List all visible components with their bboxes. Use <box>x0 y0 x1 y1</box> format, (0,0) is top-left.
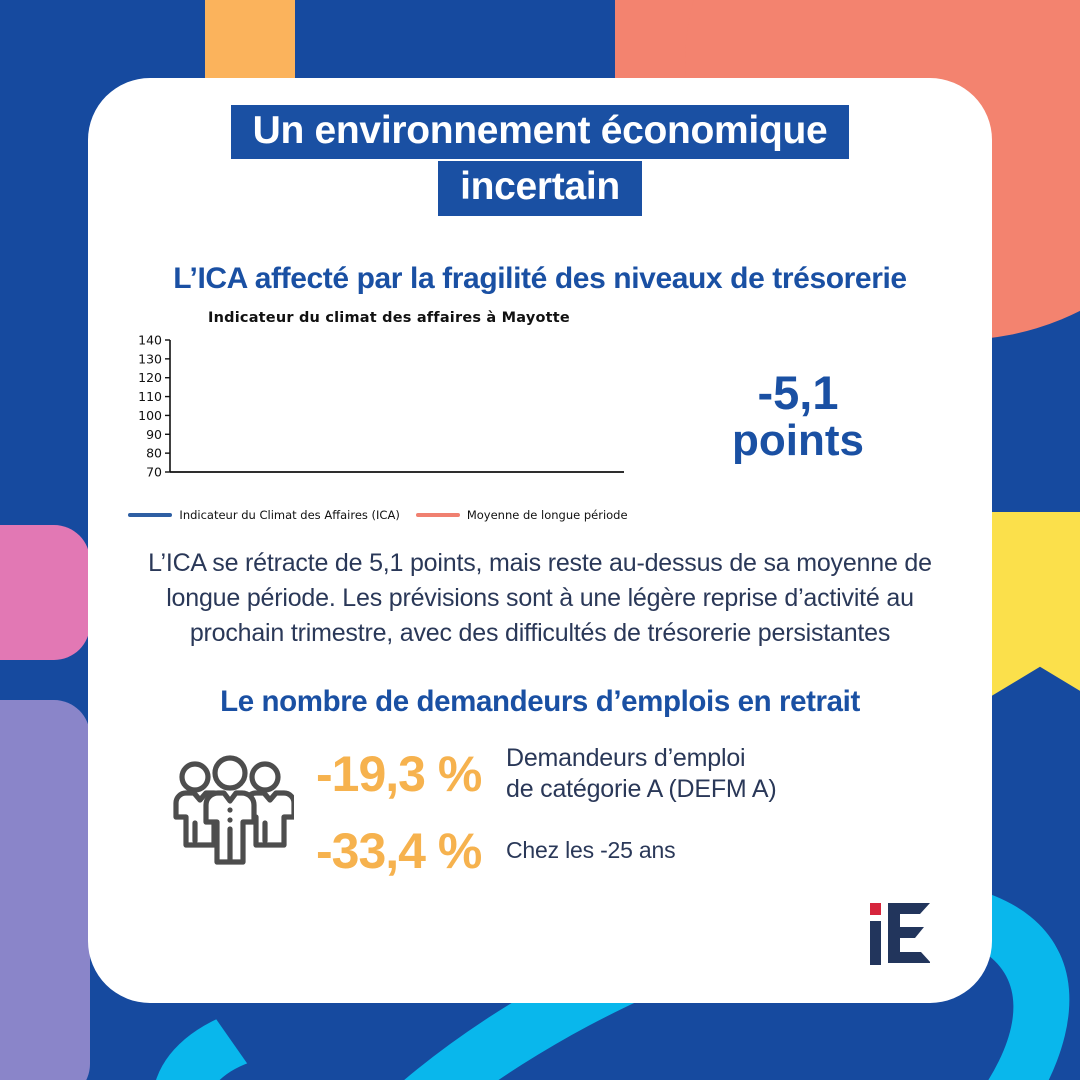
chart-plot-area: 70 80 90 100 110 120 130 140 <box>114 332 636 502</box>
logo-dot <box>870 903 881 915</box>
section-2-heading: Le nombre de demandeurs d’emplois en ret… <box>220 684 860 718</box>
legend-item-mean: Moyenne de longue période <box>415 507 628 522</box>
legend-swatch-ica <box>128 512 173 517</box>
stat-value-under-25: -33,4 % <box>316 822 482 879</box>
svg-text:120: 120 <box>138 370 162 385</box>
stat-row: -19,3 % Demandeurs d’emploi de catégorie… <box>316 743 777 806</box>
content-card: Un environnement économique incertain L’… <box>88 78 992 1003</box>
badge-label: points <box>732 415 864 465</box>
svg-text:80: 80 <box>146 445 162 460</box>
stat-label-line-2: de catégorie A (DEFM A) <box>506 775 777 804</box>
svg-text:70: 70 <box>146 464 162 479</box>
logo-i-stem <box>870 921 881 965</box>
stat-label-under-25: Chez les -25 ans <box>506 837 676 864</box>
svg-text:140: 140 <box>138 332 162 347</box>
svg-text:110: 110 <box>138 389 162 404</box>
stat-row: -33,4 % Chez les -25 ans <box>316 822 777 880</box>
legend-label-ica: Indicateur du Climat des Affaires (ICA) <box>179 507 400 522</box>
stat-value-defm-a: -19,3 % <box>316 746 482 803</box>
page-title-line-1: Un environnement économique <box>230 105 850 160</box>
svg-text:100: 100 <box>138 408 162 423</box>
section-1-heading: L’ICA affecté par la fragilité des nivea… <box>173 261 907 295</box>
section-1-paragraph: L’ICA se rétracte de 5,1 points, mais re… <box>148 548 932 647</box>
logo-e <box>888 903 930 963</box>
ica-change-badge: -5,1 points <box>698 316 898 516</box>
employment-stats: -19,3 % Demandeurs d’emploi de catégorie… <box>88 743 992 880</box>
decor-pink-rect <box>0 525 90 660</box>
stat-label-defm-a: Demandeurs d’emploi de catégorie A (DEFM… <box>506 743 777 806</box>
svg-text:90: 90 <box>146 426 162 441</box>
legend-label-mean: Moyenne de longue période <box>466 507 628 522</box>
chart-legend: Indicateur du Climat des Affaires (ICA) … <box>120 508 636 522</box>
chart-svg: 70 80 90 100 110 120 130 140 <box>138 332 624 479</box>
page-title: Un environnement économique incertain <box>88 78 992 216</box>
legend-swatch-mean <box>415 512 460 517</box>
page-title-line-2: incertain <box>438 161 642 216</box>
stat-label-line-1: Demandeurs d’emploi <box>506 743 746 772</box>
chart-title: Indicateur du climat des affaires à Mayo… <box>208 309 570 326</box>
svg-text:130: 130 <box>138 351 162 366</box>
chart-and-badge-row: Indicateur du climat des affaires à Mayo… <box>88 310 992 522</box>
people-group-icon <box>173 755 294 865</box>
legend-item-ica: Indicateur du Climat des Affaires (ICA) <box>128 507 400 522</box>
badge-value: -5,1 <box>757 365 839 419</box>
decor-purple-rect <box>0 700 90 1080</box>
ie-logo <box>870 903 930 965</box>
ica-chart: Indicateur du climat des affaires à Mayo… <box>114 310 636 522</box>
